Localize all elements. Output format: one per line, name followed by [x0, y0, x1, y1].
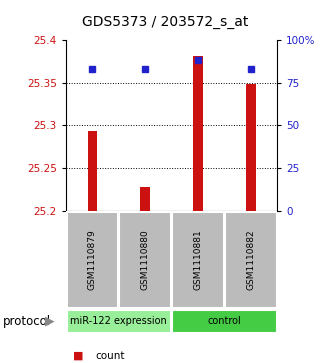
- Text: GSM1110880: GSM1110880: [141, 229, 150, 290]
- Bar: [193, 56, 203, 211]
- Text: GSM1110879: GSM1110879: [88, 229, 97, 290]
- Text: GDS5373 / 203572_s_at: GDS5373 / 203572_s_at: [82, 15, 248, 29]
- Bar: [225, 212, 277, 307]
- Text: GSM1110881: GSM1110881: [193, 229, 203, 290]
- Text: ▶: ▶: [45, 315, 54, 328]
- Text: control: control: [208, 316, 241, 326]
- Bar: [67, 310, 171, 333]
- Bar: [172, 310, 277, 333]
- Bar: [246, 84, 255, 211]
- Text: ■: ■: [73, 351, 83, 361]
- Text: count: count: [96, 351, 125, 361]
- Bar: [88, 131, 97, 211]
- Text: miR-122 expression: miR-122 expression: [70, 316, 167, 326]
- Bar: [172, 212, 224, 307]
- Text: protocol: protocol: [3, 315, 51, 328]
- Text: GSM1110882: GSM1110882: [246, 229, 255, 290]
- Bar: [119, 212, 171, 307]
- Bar: [141, 187, 150, 211]
- Bar: [67, 212, 118, 307]
